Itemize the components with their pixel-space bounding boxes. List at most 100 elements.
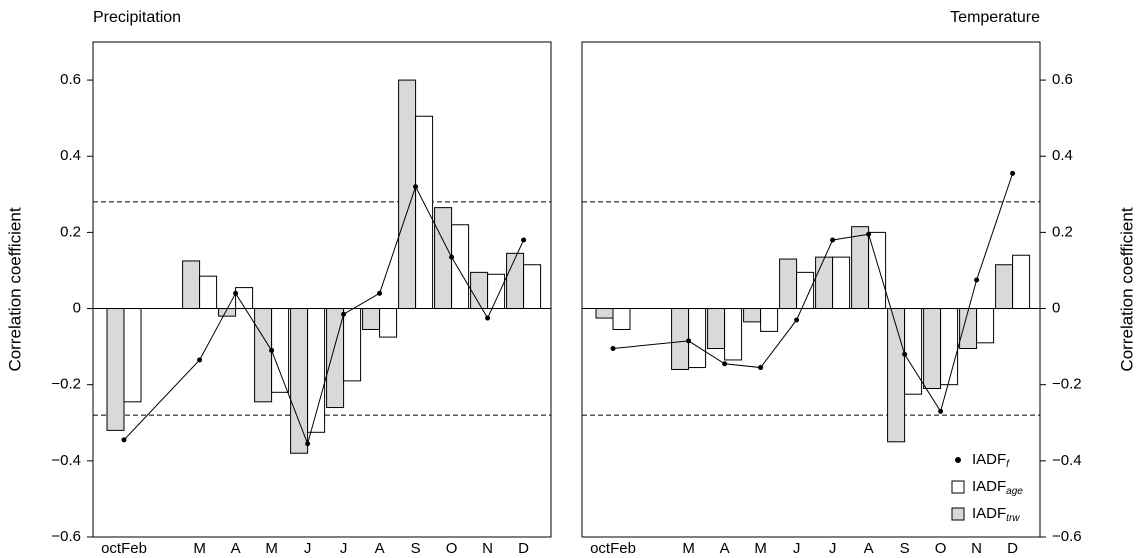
line-point — [866, 231, 872, 237]
bar — [760, 308, 779, 332]
bar — [487, 273, 506, 310]
legend-subscript: age — [1006, 486, 1023, 497]
bar — [415, 115, 434, 310]
line-point — [341, 311, 347, 317]
y-tick-label: 0.6 — [1052, 71, 1073, 88]
line-point — [758, 365, 764, 371]
x-tick-label: S — [411, 540, 421, 557]
x-tick-label: O — [446, 540, 458, 557]
bar — [379, 308, 398, 338]
y-tick-label: −0.2 — [1052, 376, 1082, 393]
bar — [707, 308, 726, 350]
x-tick-label: M — [682, 540, 695, 557]
bar — [832, 256, 851, 310]
bar — [362, 308, 381, 330]
x-tick-label: N — [971, 540, 982, 557]
bar — [254, 308, 273, 403]
y-tick-label: 0 — [1052, 300, 1060, 317]
x-tick-label: octFeb — [101, 540, 147, 557]
bar — [451, 224, 470, 310]
y-tick-label: 0.4 — [60, 147, 81, 164]
line-point — [830, 237, 836, 243]
x-tick-label: J — [829, 540, 837, 557]
line-point — [902, 351, 908, 357]
plot-frame — [92, 41, 552, 538]
bar — [290, 308, 309, 454]
bar — [506, 252, 525, 310]
bar — [671, 308, 690, 370]
bar — [940, 308, 959, 386]
bar — [523, 264, 542, 310]
bar — [923, 308, 942, 389]
x-tick-label: octFeb — [590, 540, 636, 557]
bar — [182, 260, 201, 310]
x-tick-label: O — [935, 540, 947, 557]
line-point — [485, 315, 491, 321]
line-point — [974, 277, 980, 283]
x-tick-label: M — [754, 540, 767, 557]
legend-marker — [955, 457, 961, 463]
x-tick-label: A — [720, 540, 730, 557]
y-tick-label: 0.4 — [1052, 147, 1073, 164]
line-point — [938, 408, 944, 414]
legend-marker — [951, 507, 965, 521]
bar — [743, 308, 762, 323]
legend-subscript: trw — [1006, 513, 1020, 524]
x-tick-label: S — [900, 540, 910, 557]
legend-name: IADF — [972, 505, 1006, 522]
plot-frame — [581, 41, 1041, 538]
line-point — [449, 254, 455, 260]
legend-label: IADFage — [972, 478, 1023, 497]
bar — [106, 308, 125, 431]
line-point — [521, 237, 527, 243]
legend-label: IADFtrw — [972, 505, 1020, 524]
line-point — [305, 441, 311, 447]
bar — [887, 308, 906, 443]
bar — [779, 258, 798, 310]
bar — [595, 308, 614, 319]
chart-title: Precipitation — [93, 9, 181, 26]
legend-marker — [951, 480, 965, 494]
y-tick-label: −0.6 — [51, 528, 81, 545]
line-point — [794, 317, 800, 323]
x-tick-label: J — [340, 540, 348, 557]
y-tick-label: −0.4 — [1052, 452, 1082, 469]
y-tick-label: 0.2 — [1052, 223, 1073, 240]
legend-label: IADFf — [972, 451, 1010, 470]
bar — [271, 308, 290, 393]
line-point — [686, 338, 692, 344]
x-tick-label: N — [482, 540, 493, 557]
y-axis-label: Correlation coefficient — [1117, 207, 1136, 371]
line-point — [121, 437, 127, 443]
bar — [1012, 254, 1031, 310]
line-point — [269, 347, 275, 353]
legend-name: IADF — [972, 478, 1006, 495]
x-tick-label: M — [193, 540, 206, 557]
y-tick-label: 0.6 — [60, 71, 81, 88]
legend-subscript: f — [1006, 459, 1010, 470]
line-point — [722, 361, 728, 367]
y-tick-label: −0.4 — [51, 452, 81, 469]
x-tick-label: A — [231, 540, 241, 557]
x-tick-label: D — [518, 540, 529, 557]
y-axis-label: Correlation coefficient — [5, 207, 24, 371]
line-point — [377, 290, 383, 296]
x-tick-label: A — [375, 540, 385, 557]
y-tick-label: −0.6 — [1052, 528, 1082, 545]
bar — [612, 308, 631, 330]
bar — [904, 308, 923, 395]
legend-name: IADF — [972, 451, 1006, 468]
x-tick-label: A — [864, 540, 874, 557]
line-point — [413, 184, 419, 190]
bar — [796, 271, 815, 310]
line-point — [197, 357, 203, 363]
y-tick-label: 0.2 — [60, 223, 81, 240]
y-tick-label: 0 — [73, 300, 81, 317]
x-tick-label: D — [1007, 540, 1018, 557]
bar — [434, 207, 453, 310]
y-tick-label: −0.2 — [51, 376, 81, 393]
line-point — [610, 346, 616, 352]
bar — [199, 275, 218, 310]
bar — [851, 226, 870, 310]
